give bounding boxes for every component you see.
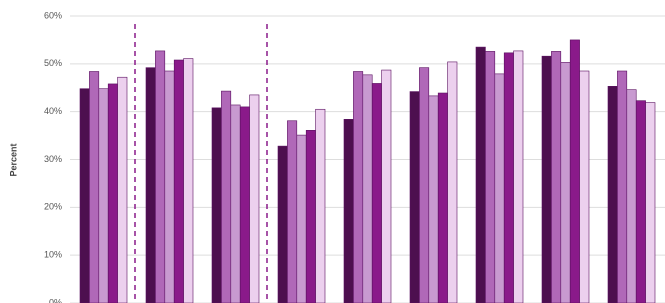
bar bbox=[183, 58, 194, 303]
bar bbox=[362, 74, 373, 303]
bar bbox=[494, 73, 505, 303]
bar bbox=[145, 67, 156, 303]
bar bbox=[277, 145, 288, 303]
y-tick-label: 60% bbox=[44, 10, 62, 20]
bar bbox=[409, 91, 420, 303]
bar bbox=[79, 88, 90, 303]
y-tick-label: 40% bbox=[44, 106, 62, 116]
bar bbox=[287, 120, 298, 303]
bar bbox=[353, 71, 364, 303]
bar bbox=[173, 59, 184, 303]
bar bbox=[296, 134, 307, 303]
y-tick-label: 30% bbox=[44, 154, 62, 164]
bar bbox=[155, 50, 166, 303]
bar bbox=[447, 61, 458, 303]
bar bbox=[503, 52, 514, 303]
bar bbox=[513, 50, 524, 303]
bar bbox=[305, 130, 316, 303]
bar bbox=[315, 108, 326, 303]
bar bbox=[211, 107, 222, 303]
bar bbox=[117, 76, 128, 303]
bar bbox=[239, 106, 250, 303]
bar bbox=[551, 51, 562, 303]
bar bbox=[437, 92, 448, 303]
bar bbox=[249, 94, 260, 303]
y-tick-label: 20% bbox=[44, 202, 62, 212]
bar bbox=[485, 51, 496, 303]
bar bbox=[569, 39, 580, 303]
bar bbox=[107, 83, 118, 303]
bar bbox=[428, 95, 439, 303]
bar bbox=[475, 46, 486, 303]
bar bbox=[541, 55, 552, 303]
bar bbox=[635, 100, 646, 303]
bar bbox=[230, 104, 241, 303]
bar bbox=[381, 69, 392, 303]
y-tick-label: 0% bbox=[49, 297, 62, 303]
y-axis-label: Percent bbox=[8, 143, 18, 176]
bar bbox=[626, 89, 637, 303]
bar bbox=[89, 71, 100, 303]
bar bbox=[419, 67, 430, 303]
bar bbox=[221, 90, 232, 303]
y-tick-label: 50% bbox=[44, 58, 62, 68]
bar bbox=[560, 62, 571, 303]
bar bbox=[579, 70, 590, 303]
bar bbox=[343, 119, 354, 303]
bar bbox=[607, 86, 618, 303]
bar bbox=[164, 70, 175, 303]
bar bbox=[98, 88, 109, 303]
bar bbox=[371, 83, 382, 303]
bar bbox=[617, 70, 628, 303]
bar bbox=[645, 102, 656, 303]
y-tick-label: 10% bbox=[44, 250, 62, 260]
